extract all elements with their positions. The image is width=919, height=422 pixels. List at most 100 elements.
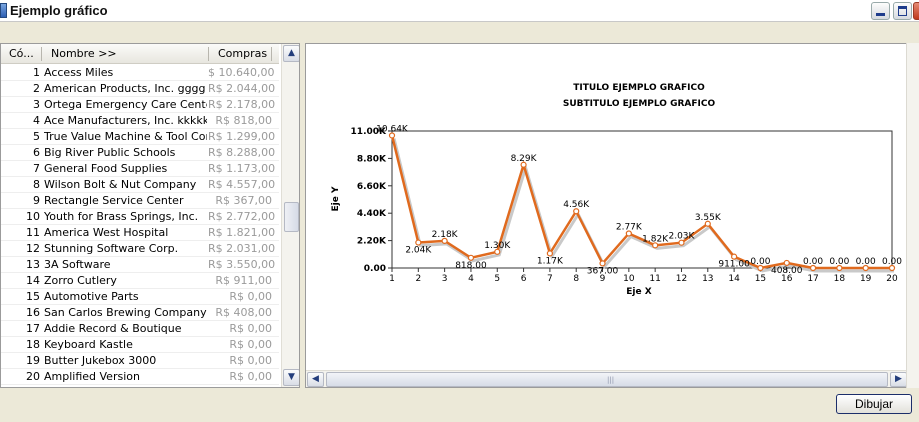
- data-label: 367.00: [587, 266, 619, 276]
- cell-code: 18: [26, 338, 40, 351]
- x-tick-label: 7: [547, 274, 553, 284]
- table-row[interactable]: 5 True Value Machine & Tool Comp R$ 1.299,…: [1, 129, 279, 145]
- x-tick-label: 16: [781, 274, 793, 284]
- cell-code: 11: [26, 226, 40, 239]
- data-label: 10.64K: [376, 124, 409, 134]
- cell-amount: R$ 1.173,00: [208, 162, 276, 175]
- column-separator[interactable]: [41, 47, 42, 61]
- cell-code: 8: [33, 178, 40, 191]
- cell-amount: $ 10.640,00: [208, 66, 275, 79]
- close-button[interactable]: [913, 2, 919, 20]
- cell-amount: R$ 0,00: [229, 354, 272, 367]
- table-row[interactable]: 17 Addie Record & Boutique R$ 0,00: [1, 321, 279, 337]
- table-row[interactable]: 6 Big River Public Schools R$ 8.288,00: [1, 145, 279, 161]
- chevron-down-icon: ▼: [288, 372, 295, 382]
- table-row[interactable]: 8 Wilson Bolt & Nut Company R$ 4.557,00: [1, 177, 279, 193]
- maximize-button[interactable]: [893, 2, 912, 20]
- x-tick-label: 19: [860, 274, 872, 284]
- column-header-name[interactable]: Nombre >>: [51, 47, 117, 60]
- cell-amount: R$ 367,00: [215, 194, 272, 207]
- data-label: 2.04K: [405, 246, 432, 256]
- table-row[interactable]: 11 America West Hospital R$ 1.821,00: [1, 225, 279, 241]
- table-row[interactable]: 20 Amplified Version R$ 0,00: [1, 369, 279, 385]
- column-separator[interactable]: [208, 47, 209, 61]
- table-row[interactable]: 1 Access Miles $ 10.640,00: [1, 65, 279, 81]
- grid-vertical-scrollbar[interactable]: ▲ ▼: [281, 44, 299, 387]
- y-tick-label: 2.20K: [357, 237, 387, 247]
- cell-name: Rectangle Service Center: [44, 194, 184, 207]
- data-point: [388, 132, 396, 139]
- table-row[interactable]: 2 American Products, Inc. gggg R$ 2.044,00: [1, 81, 279, 97]
- cell-code: 16: [26, 306, 40, 319]
- data-label: 0.00: [829, 257, 849, 267]
- data-point: [494, 248, 501, 255]
- data-label: 0.00: [882, 257, 902, 267]
- table-row[interactable]: 10 Youth for Brass Springs, Inc. R$ 2.772,…: [1, 209, 279, 225]
- cell-code: 6: [33, 146, 40, 159]
- cell-code: 2: [33, 82, 40, 95]
- cell-name: Access Miles: [44, 66, 114, 79]
- cell-name: Zorro Cutlery: [44, 274, 117, 287]
- cell-amount: R$ 2.772,00: [208, 210, 276, 223]
- x-tick-label: 9: [600, 274, 606, 284]
- table-row[interactable]: 13 3A Software R$ 3.550,00: [1, 257, 279, 273]
- data-label: 1.82K: [642, 234, 669, 244]
- data-point: [652, 242, 659, 249]
- table-row[interactable]: 4 Ace Manufacturers, Inc. kkkkkk R$ 818,00: [1, 113, 279, 129]
- table-row[interactable]: 3 Ortega Emergency Care Center R$ 2.178,00: [1, 97, 279, 113]
- table-row[interactable]: 7 General Food Supplies R$ 1.173,00: [1, 161, 279, 177]
- cell-amount: R$ 0,00: [229, 338, 272, 351]
- table-row[interactable]: 18 Keyboard Kastle R$ 0,00: [1, 337, 279, 353]
- cell-amount: R$ 408,00: [215, 306, 272, 319]
- column-header-amount[interactable]: Compras: [218, 47, 268, 60]
- right-scrollbar-track[interactable]: [906, 43, 919, 388]
- table-row[interactable]: 15 Automotive Parts R$ 0,00: [1, 289, 279, 305]
- data-point: [836, 264, 843, 272]
- cell-amount: R$ 4.557,00: [208, 178, 276, 191]
- data-point: [757, 264, 764, 272]
- x-tick-label: 10: [623, 274, 635, 284]
- cell-code: 13: [26, 258, 40, 271]
- cell-amount: R$ 0,00: [229, 322, 272, 335]
- x-tick-label: 15: [755, 274, 766, 284]
- scroll-right-button[interactable]: ▶: [890, 372, 907, 387]
- cell-code: 15: [26, 290, 40, 303]
- scroll-left-button[interactable]: ◀: [307, 372, 324, 387]
- cell-amount: R$ 0,00: [229, 370, 272, 383]
- scroll-down-button[interactable]: ▼: [283, 369, 299, 386]
- draw-button[interactable]: Dibujar: [836, 394, 912, 414]
- customers-grid: Có... Nombre >> Compras 1 Access Miles $ 1…: [0, 43, 300, 388]
- x-tick-label: 3: [442, 274, 448, 284]
- minimize-button[interactable]: [871, 2, 890, 20]
- cell-code: 20: [26, 370, 40, 383]
- column-separator[interactable]: [271, 47, 272, 61]
- chart-horizontal-scrollbar[interactable]: ◀ ||| ▶: [306, 370, 910, 387]
- cell-amount: R$ 911,00: [215, 274, 272, 287]
- x-tick-label: 1: [389, 274, 395, 284]
- x-tick-label: 13: [702, 274, 713, 284]
- table-row[interactable]: 16 San Carlos Brewing Company R$ 408,00: [1, 305, 279, 321]
- cell-code: 14: [26, 274, 40, 287]
- x-tick-label: 18: [834, 274, 846, 284]
- scroll-up-button[interactable]: ▲: [283, 45, 299, 62]
- cell-amount: R$ 2.044,00: [208, 82, 276, 95]
- x-tick-label: 12: [676, 274, 687, 284]
- cell-name: Addie Record & Boutique: [44, 322, 182, 335]
- series-line: [390, 135, 892, 270]
- title-bar: Ejemplo gráfico: [0, 0, 919, 22]
- table-row[interactable]: 19 Butter Jukebox 3000 R$ 0,00: [1, 353, 279, 369]
- data-point: [415, 239, 422, 246]
- data-point: [888, 264, 896, 272]
- cell-name: Ortega Emergency Care Center: [44, 98, 207, 111]
- scroll-thumb[interactable]: [284, 202, 299, 232]
- horizontal-scroll-thumb[interactable]: |||: [326, 372, 888, 387]
- column-header-code[interactable]: Có...: [9, 47, 34, 60]
- table-row[interactable]: 9 Rectangle Service Center R$ 367,00: [1, 193, 279, 209]
- table-row[interactable]: 12 Stunning Software Corp. R$ 2.031,00: [1, 241, 279, 257]
- window-title: Ejemplo gráfico: [10, 3, 108, 18]
- x-tick-label: 2: [415, 274, 421, 284]
- grid-rows: 1 Access Miles $ 10.640,00 2 American Produc…: [1, 65, 279, 385]
- data-point: [573, 208, 580, 215]
- table-row[interactable]: 14 Zorro Cutlery R$ 911,00: [1, 273, 279, 289]
- grip-icon: |||: [607, 376, 615, 384]
